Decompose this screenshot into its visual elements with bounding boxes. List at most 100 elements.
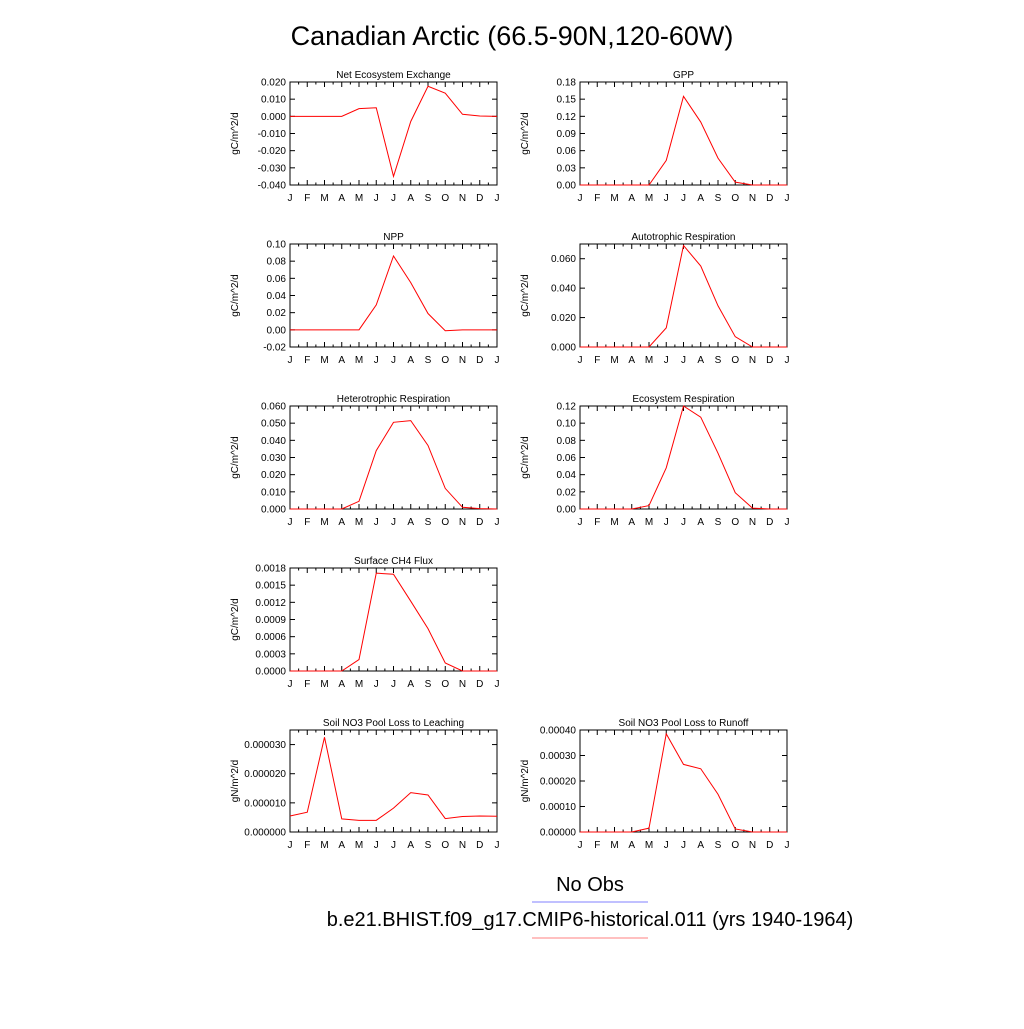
y-tick-label: -0.02 bbox=[263, 343, 286, 354]
series-line bbox=[290, 737, 497, 820]
panel-title: Heterotrophic Respiration bbox=[337, 394, 450, 405]
x-tick-label: S bbox=[425, 840, 432, 851]
x-tick-label: J bbox=[374, 193, 379, 204]
panel-5: Heterotrophic RespirationgC/m^2/d0.0600.… bbox=[230, 394, 500, 528]
x-tick-label: M bbox=[320, 517, 328, 528]
y-tick-label: 0.0003 bbox=[255, 649, 286, 660]
x-tick-label: O bbox=[441, 840, 449, 851]
x-tick-label: M bbox=[320, 355, 328, 366]
panel-title: NPP bbox=[383, 232, 404, 243]
x-tick-label: A bbox=[338, 517, 345, 528]
y-tick-label: 0.040 bbox=[551, 284, 576, 295]
x-tick-label: A bbox=[407, 355, 414, 366]
y-tick-label: 0.010 bbox=[261, 487, 286, 498]
x-tick-label: J bbox=[785, 355, 790, 366]
legend-label-obs: No Obs bbox=[556, 874, 624, 896]
y-axis-label: gC/m^2/d bbox=[520, 112, 531, 155]
y-tick-label: 0.0000 bbox=[255, 667, 286, 678]
x-tick-label: O bbox=[731, 355, 739, 366]
panel-9: Soil NO3 Pool Loss to RunoffgN/m^2/d0.00… bbox=[520, 718, 790, 851]
x-tick-label: F bbox=[594, 355, 600, 366]
x-tick-label: M bbox=[645, 517, 653, 528]
y-axis-label: gC/m^2/d bbox=[230, 598, 241, 641]
plot-frame bbox=[290, 568, 497, 671]
x-tick-label: M bbox=[610, 193, 618, 204]
figure-title: Canadian Arctic (66.5-90N,120-60W) bbox=[291, 21, 734, 51]
x-tick-label: A bbox=[407, 679, 414, 690]
x-tick-label: F bbox=[594, 193, 600, 204]
x-tick-label: S bbox=[425, 355, 432, 366]
x-tick-label: A bbox=[407, 840, 414, 851]
plot-frame bbox=[290, 244, 497, 347]
x-tick-label: M bbox=[355, 679, 363, 690]
y-axis-label: gC/m^2/d bbox=[230, 436, 241, 479]
panel-title: Soil NO3 Pool Loss to Leaching bbox=[323, 718, 464, 729]
plot-frame bbox=[580, 406, 787, 509]
y-tick-label: 0.12 bbox=[557, 402, 577, 413]
y-tick-label: 0.00020 bbox=[540, 777, 577, 788]
x-tick-label: A bbox=[628, 840, 635, 851]
x-tick-label: N bbox=[459, 679, 466, 690]
x-tick-label: J bbox=[288, 679, 293, 690]
y-tick-label: 0.15 bbox=[557, 95, 577, 106]
x-tick-label: M bbox=[320, 840, 328, 851]
series-line bbox=[290, 573, 497, 671]
x-tick-label: J bbox=[288, 355, 293, 366]
y-tick-label: 0.0015 bbox=[255, 581, 286, 592]
y-tick-label: 0.010 bbox=[261, 95, 286, 106]
y-tick-label: -0.040 bbox=[258, 181, 287, 192]
y-tick-label: 0.08 bbox=[267, 257, 287, 268]
y-tick-label: 0.00000 bbox=[540, 828, 577, 839]
panel-title: GPP bbox=[673, 70, 694, 81]
y-tick-label: 0.02 bbox=[557, 487, 577, 498]
y-tick-label: 0.10 bbox=[267, 240, 287, 251]
y-axis-label: gC/m^2/d bbox=[520, 274, 531, 317]
x-tick-label: J bbox=[495, 840, 500, 851]
x-tick-label: M bbox=[610, 355, 618, 366]
x-tick-label: M bbox=[610, 517, 618, 528]
x-tick-label: J bbox=[578, 840, 583, 851]
y-tick-label: 0.09 bbox=[557, 129, 577, 140]
x-tick-label: S bbox=[715, 840, 722, 851]
x-tick-label: A bbox=[628, 355, 635, 366]
x-tick-label: J bbox=[578, 193, 583, 204]
x-tick-label: A bbox=[338, 193, 345, 204]
panels: Net Ecosystem ExchangegC/m^2/d0.0200.010… bbox=[230, 70, 790, 851]
x-tick-label: J bbox=[374, 355, 379, 366]
x-tick-label: A bbox=[697, 517, 704, 528]
panel-1: Net Ecosystem ExchangegC/m^2/d0.0200.010… bbox=[230, 70, 500, 204]
x-tick-label: N bbox=[749, 840, 756, 851]
y-tick-label: 0.000030 bbox=[244, 740, 286, 751]
x-tick-label: A bbox=[628, 517, 635, 528]
x-tick-label: A bbox=[338, 840, 345, 851]
x-tick-label: N bbox=[459, 840, 466, 851]
x-tick-label: J bbox=[374, 679, 379, 690]
x-tick-label: N bbox=[459, 193, 466, 204]
x-tick-label: J bbox=[495, 679, 500, 690]
y-tick-label: 0.12 bbox=[557, 112, 577, 123]
y-tick-label: 0.000 bbox=[261, 505, 286, 516]
x-tick-label: J bbox=[785, 840, 790, 851]
x-tick-label: F bbox=[304, 355, 310, 366]
x-tick-label: J bbox=[578, 517, 583, 528]
x-tick-label: N bbox=[749, 193, 756, 204]
x-tick-label: J bbox=[785, 193, 790, 204]
x-tick-label: A bbox=[338, 355, 345, 366]
y-tick-label: -0.010 bbox=[258, 129, 287, 140]
x-tick-label: J bbox=[495, 517, 500, 528]
y-tick-label: 0.020 bbox=[551, 313, 576, 324]
x-tick-label: D bbox=[476, 355, 483, 366]
series-line bbox=[580, 734, 787, 832]
x-tick-label: A bbox=[697, 840, 704, 851]
x-tick-label: J bbox=[681, 517, 686, 528]
x-tick-label: F bbox=[304, 517, 310, 528]
y-tick-label: 0.04 bbox=[557, 470, 577, 481]
x-tick-label: M bbox=[320, 193, 328, 204]
y-tick-label: 0.02 bbox=[267, 308, 287, 319]
y-tick-label: 0.00 bbox=[267, 325, 287, 336]
panel-4: Autotrophic RespirationgC/m^2/d0.0600.04… bbox=[520, 232, 790, 366]
y-tick-label: 0.00 bbox=[557, 181, 577, 192]
x-tick-label: D bbox=[476, 193, 483, 204]
